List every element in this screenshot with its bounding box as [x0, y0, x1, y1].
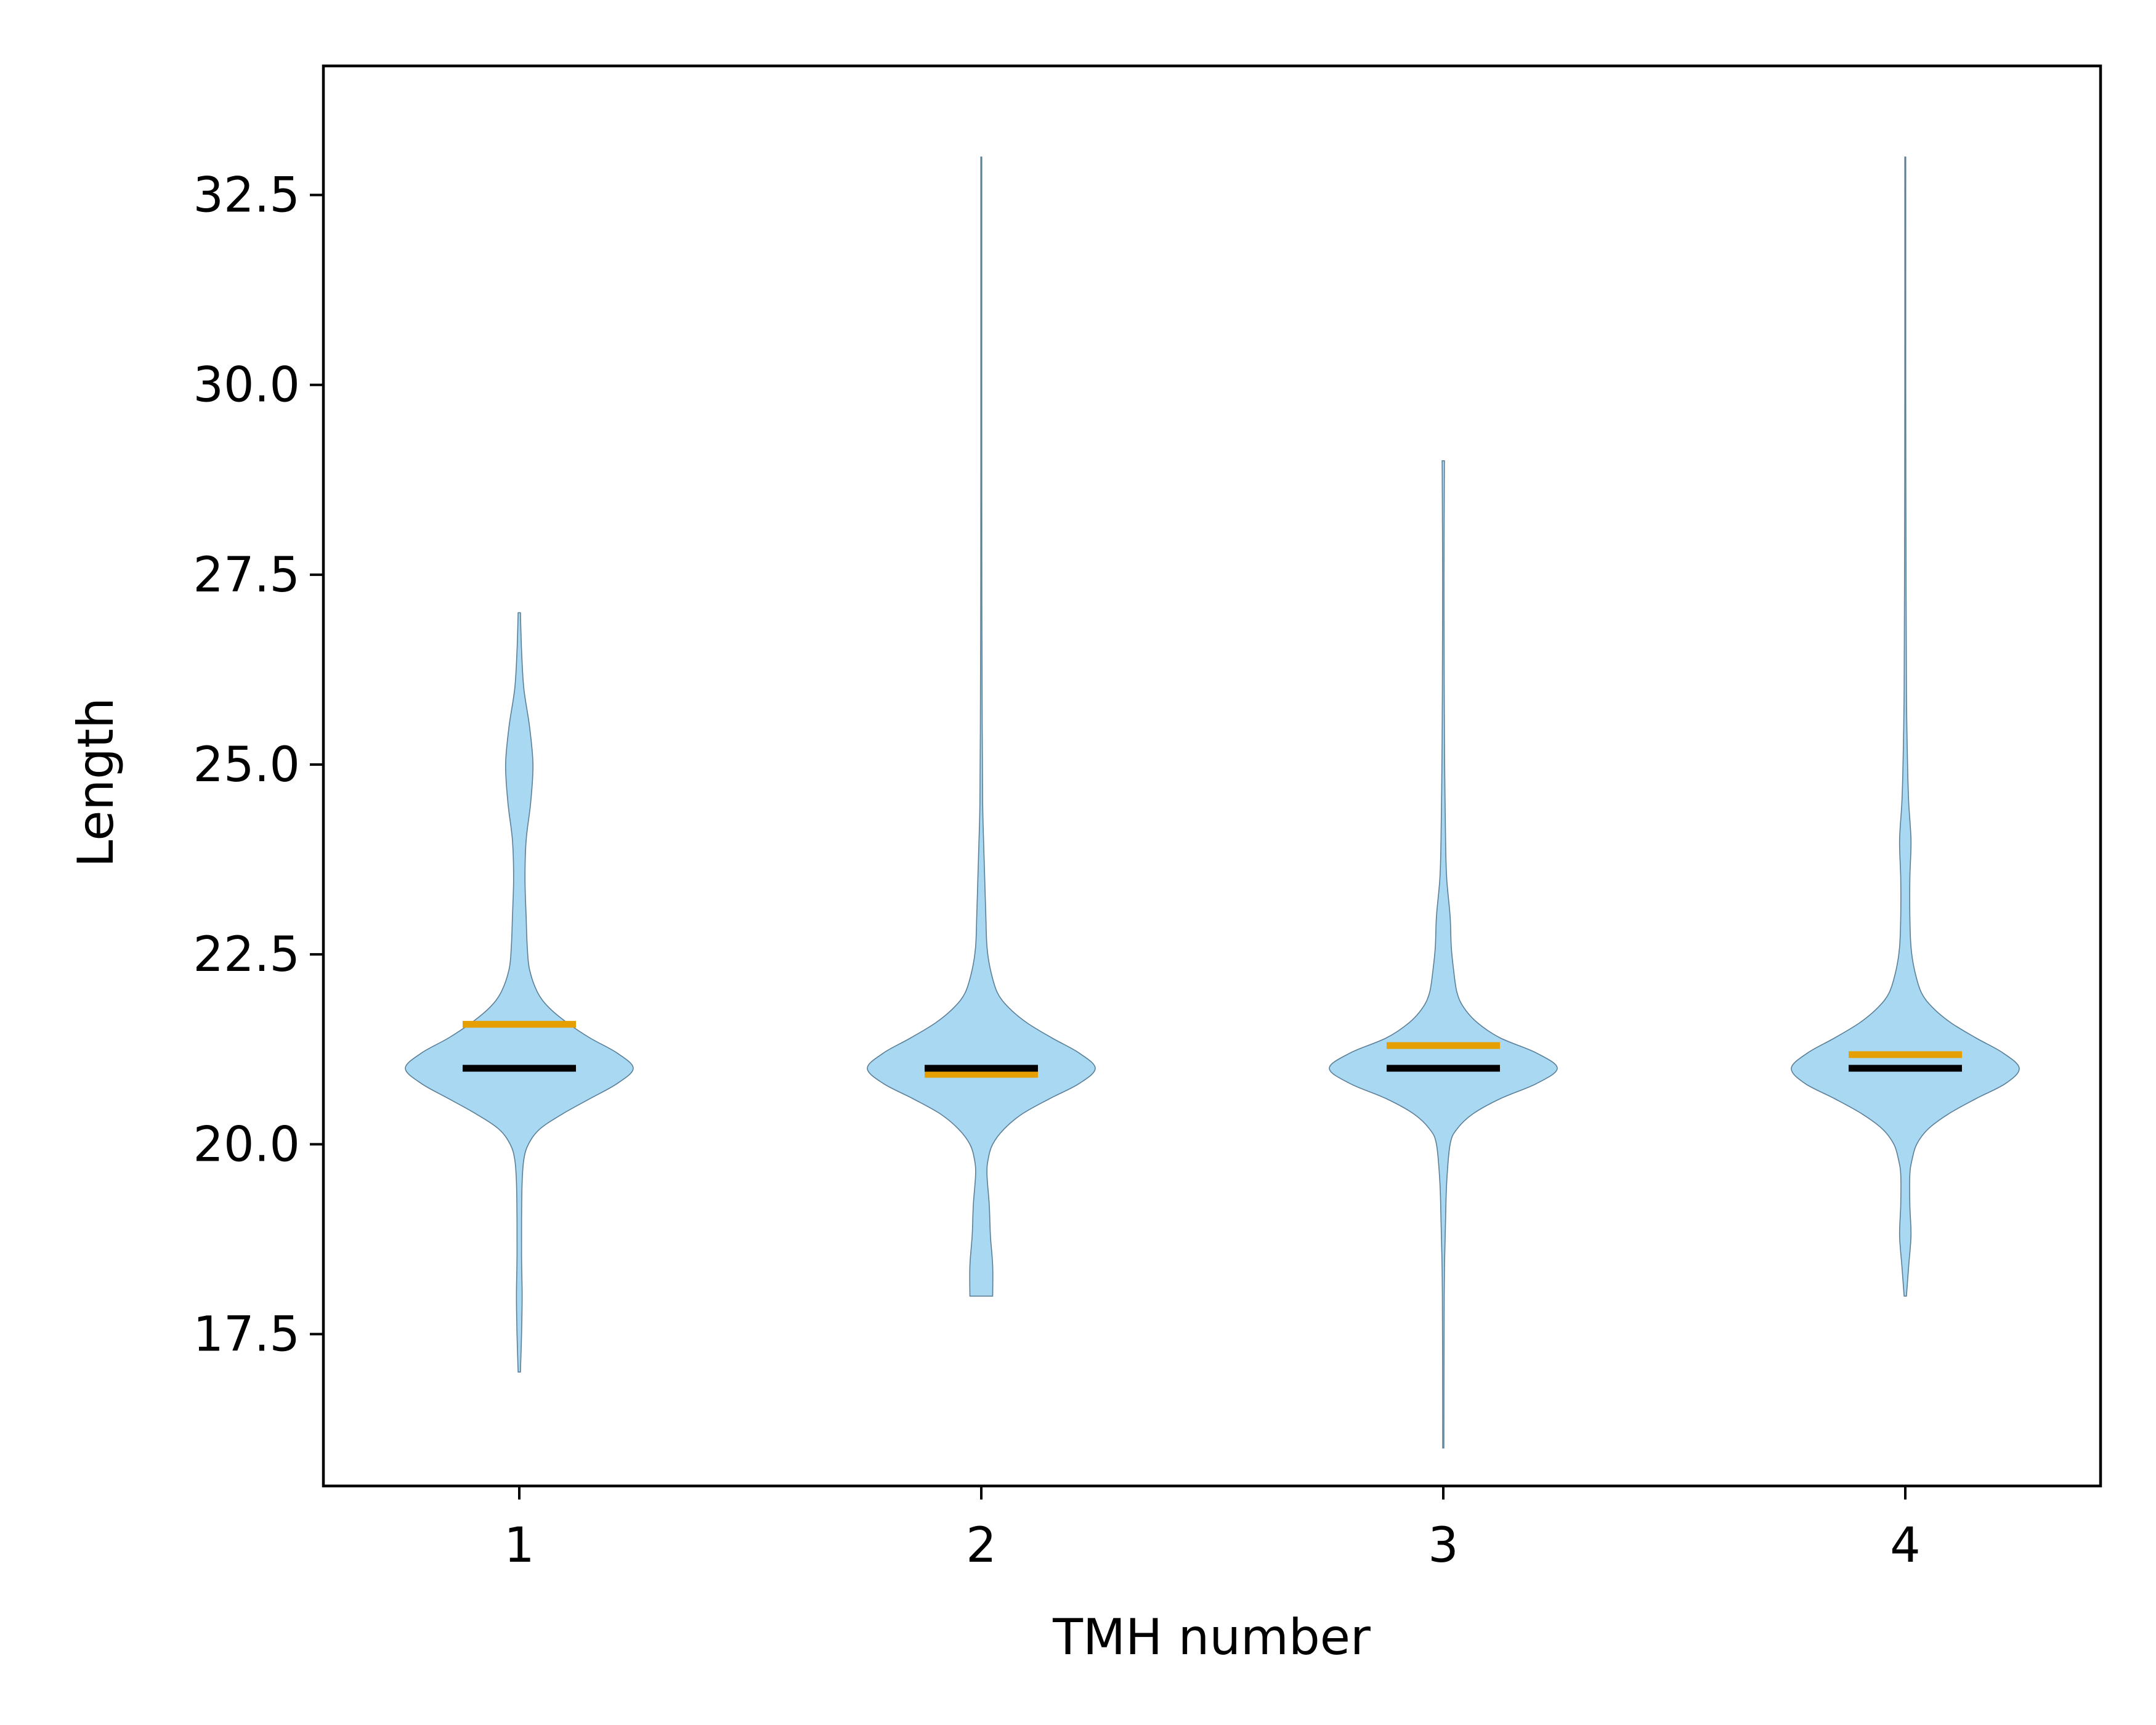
- y-tick-label: 30.0: [193, 358, 300, 413]
- y-tick-label: 25.0: [193, 737, 300, 793]
- violin-body-1: [405, 612, 634, 1373]
- y-axis: 17.5 20.0 22.5 25.0 27.5 30.0 32.5: [193, 168, 323, 1362]
- x-tick-label: 3: [1428, 1518, 1459, 1573]
- violin-body-3: [1329, 460, 1558, 1449]
- plot-frame: [322, 64, 2102, 1488]
- y-tick-label: 20.0: [193, 1117, 300, 1172]
- x-tick-label: 4: [1890, 1518, 1921, 1573]
- y-tick-label: 27.5: [193, 548, 300, 603]
- y-axis-title: Length: [67, 697, 124, 867]
- violin-body-2: [867, 156, 1096, 1297]
- x-tick-label: 2: [966, 1518, 997, 1573]
- x-axis: 1 2 3 4: [504, 1486, 1921, 1573]
- y-tick-label: 17.5: [193, 1307, 300, 1362]
- violin-body-4: [1791, 156, 2020, 1297]
- x-axis-title: TMH number: [1052, 1609, 1371, 1666]
- y-tick-label: 32.5: [193, 168, 300, 224]
- x-tick-label: 1: [504, 1518, 535, 1573]
- y-tick-label: 22.5: [193, 927, 300, 983]
- violin-group: [405, 156, 2020, 1449]
